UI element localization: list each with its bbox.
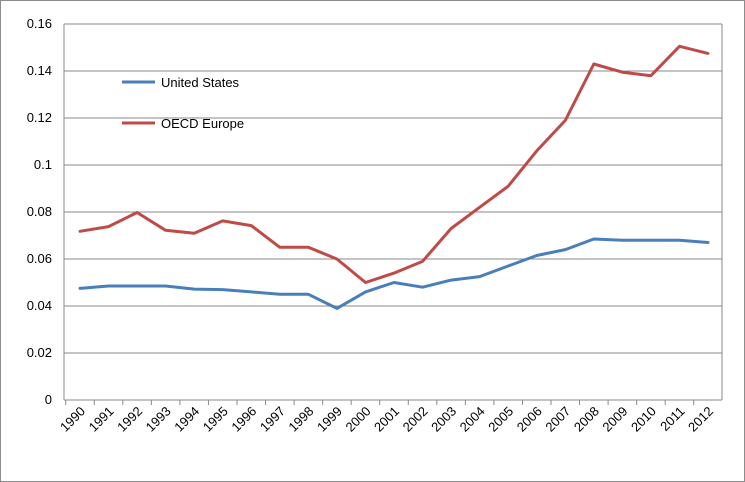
- x-tick-label: 1994: [171, 404, 202, 435]
- x-tick-label: 2011: [657, 404, 687, 434]
- x-tick-label: 2004: [457, 404, 488, 435]
- x-tick-label: 2010: [628, 404, 659, 435]
- x-tick-label: 2005: [485, 404, 516, 435]
- x-tick-label: 2012: [685, 404, 716, 435]
- x-tick-label: 1996: [228, 404, 259, 435]
- x-tick-label: 1991: [86, 404, 117, 435]
- y-tick-label: 0.12: [27, 110, 52, 125]
- x-tick-label: 1990: [57, 404, 88, 435]
- axes: [63, 24, 723, 405]
- series-lines: [78, 44, 710, 310]
- x-tick-label: 2001: [371, 404, 402, 435]
- series-line-united-states: [78, 237, 710, 310]
- x-tick-label: 2009: [599, 404, 630, 435]
- x-tick-label: 2003: [428, 404, 459, 435]
- y-tick-label: 0.1: [34, 157, 52, 172]
- y-tick-label: 0.04: [27, 298, 52, 313]
- x-tick-label: 1992: [114, 404, 145, 435]
- x-tick-label: 2006: [514, 404, 545, 435]
- y-tick-label: 0.02: [27, 345, 52, 360]
- y-tick-label: 0: [45, 392, 52, 407]
- y-tick-label: 0.14: [27, 63, 52, 78]
- series-line-oecd-europe: [78, 44, 710, 284]
- x-tick-label: 2007: [542, 404, 573, 435]
- x-tick-label: 1997: [257, 404, 288, 435]
- gridlines: [64, 23, 722, 354]
- x-tick-label: 1999: [314, 404, 345, 435]
- x-tick-label: 2002: [400, 404, 431, 435]
- x-tick-label: 2008: [571, 404, 602, 435]
- legend-label-united-states: United States: [161, 75, 240, 90]
- legend-label-oecd-europe: OECD Europe: [161, 116, 244, 131]
- x-tick-label: 1998: [285, 404, 316, 435]
- x-tick-label: 1995: [200, 404, 231, 435]
- y-tick-labels: 0 0.02 0.04 0.06 0.08 0.1 0.12 0.14 0.16: [27, 16, 52, 407]
- y-tick-label: 0.08: [27, 204, 52, 219]
- y-tick-label: 0.06: [27, 251, 52, 266]
- legend: United States OECD Europe: [122, 75, 244, 131]
- x-tick-label: 1993: [143, 404, 174, 435]
- y-tick-label: 0.16: [27, 16, 52, 31]
- x-tick-label: 2000: [343, 404, 374, 435]
- x-tick-labels: 1990199119921993199419951996199719981999…: [57, 404, 716, 435]
